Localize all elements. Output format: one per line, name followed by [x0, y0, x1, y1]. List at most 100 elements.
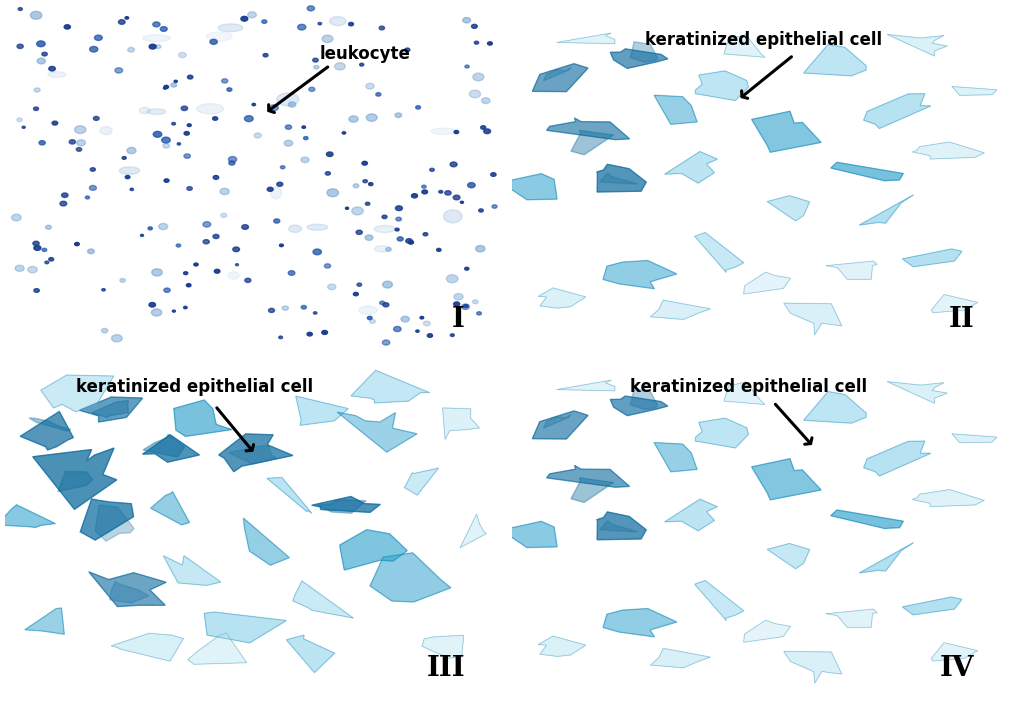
- Circle shape: [345, 207, 348, 210]
- Circle shape: [86, 196, 90, 199]
- Polygon shape: [723, 382, 764, 404]
- Polygon shape: [803, 392, 865, 423]
- Circle shape: [254, 133, 261, 138]
- Polygon shape: [911, 142, 983, 159]
- Polygon shape: [460, 514, 486, 547]
- Circle shape: [313, 312, 317, 314]
- Polygon shape: [609, 49, 667, 69]
- Circle shape: [90, 168, 95, 171]
- Circle shape: [309, 87, 315, 91]
- Polygon shape: [538, 288, 585, 308]
- Circle shape: [164, 86, 168, 88]
- Circle shape: [446, 275, 458, 283]
- Circle shape: [353, 184, 359, 188]
- Circle shape: [228, 156, 236, 162]
- Circle shape: [491, 205, 496, 208]
- Circle shape: [267, 187, 273, 191]
- Ellipse shape: [100, 126, 112, 135]
- Polygon shape: [596, 164, 646, 192]
- Circle shape: [34, 245, 41, 250]
- Circle shape: [18, 8, 22, 11]
- Circle shape: [469, 90, 480, 97]
- Circle shape: [125, 175, 129, 179]
- Circle shape: [178, 53, 186, 57]
- Circle shape: [183, 272, 187, 275]
- Circle shape: [341, 132, 345, 134]
- Circle shape: [327, 189, 338, 197]
- Polygon shape: [556, 33, 614, 43]
- Polygon shape: [664, 151, 716, 183]
- Circle shape: [475, 245, 484, 252]
- Polygon shape: [803, 44, 865, 76]
- Circle shape: [393, 327, 400, 332]
- Circle shape: [183, 154, 191, 158]
- Circle shape: [64, 25, 70, 29]
- Circle shape: [177, 143, 180, 145]
- Circle shape: [453, 130, 459, 134]
- Circle shape: [122, 156, 126, 159]
- Circle shape: [37, 58, 46, 64]
- Circle shape: [280, 165, 284, 169]
- Circle shape: [111, 334, 122, 342]
- Circle shape: [420, 316, 423, 319]
- Circle shape: [365, 235, 373, 240]
- Circle shape: [326, 152, 333, 156]
- Circle shape: [76, 139, 86, 146]
- Circle shape: [278, 336, 282, 339]
- Circle shape: [365, 202, 370, 205]
- Ellipse shape: [270, 186, 281, 199]
- Circle shape: [141, 234, 144, 236]
- Polygon shape: [109, 581, 149, 603]
- Circle shape: [453, 302, 460, 306]
- Polygon shape: [630, 41, 657, 62]
- Circle shape: [429, 168, 434, 171]
- Circle shape: [149, 44, 156, 49]
- Polygon shape: [41, 375, 114, 411]
- Circle shape: [313, 249, 321, 254]
- Circle shape: [452, 195, 460, 200]
- Circle shape: [394, 113, 401, 118]
- Circle shape: [95, 35, 102, 41]
- Polygon shape: [143, 435, 200, 462]
- Polygon shape: [229, 445, 277, 464]
- Polygon shape: [422, 635, 464, 658]
- Polygon shape: [500, 522, 556, 547]
- Polygon shape: [863, 441, 930, 476]
- Circle shape: [194, 263, 198, 266]
- Circle shape: [408, 240, 413, 244]
- Circle shape: [307, 6, 314, 11]
- Polygon shape: [602, 608, 677, 637]
- Polygon shape: [751, 458, 820, 500]
- Circle shape: [478, 209, 483, 212]
- Circle shape: [119, 278, 125, 283]
- Circle shape: [366, 83, 374, 89]
- Polygon shape: [951, 86, 996, 95]
- Polygon shape: [543, 414, 571, 428]
- Polygon shape: [766, 543, 809, 569]
- Polygon shape: [825, 261, 876, 279]
- Circle shape: [42, 248, 47, 252]
- Circle shape: [453, 294, 463, 300]
- Ellipse shape: [197, 104, 223, 114]
- Polygon shape: [58, 472, 93, 491]
- Circle shape: [400, 316, 409, 322]
- Circle shape: [160, 27, 167, 32]
- Circle shape: [490, 172, 495, 177]
- Circle shape: [301, 157, 309, 163]
- Ellipse shape: [288, 225, 302, 233]
- Circle shape: [125, 17, 128, 19]
- Circle shape: [153, 131, 162, 137]
- Circle shape: [395, 206, 403, 210]
- Polygon shape: [650, 300, 710, 320]
- Polygon shape: [318, 500, 366, 513]
- Circle shape: [102, 289, 105, 291]
- Polygon shape: [599, 173, 637, 184]
- Text: IV: IV: [940, 655, 974, 681]
- Circle shape: [39, 141, 45, 145]
- Circle shape: [444, 191, 450, 195]
- Circle shape: [422, 190, 427, 194]
- Ellipse shape: [119, 167, 140, 175]
- Circle shape: [284, 140, 292, 146]
- Text: keratinized epithelial cell: keratinized epithelial cell: [76, 378, 313, 396]
- Circle shape: [357, 283, 362, 286]
